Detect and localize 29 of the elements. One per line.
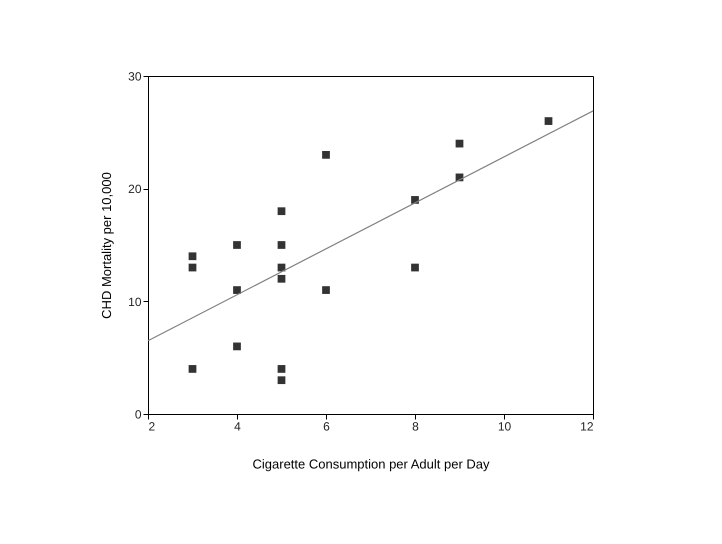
y-tick-label: 20	[128, 182, 142, 196]
point	[278, 241, 286, 249]
point	[188, 365, 196, 373]
point	[456, 140, 464, 148]
point	[278, 365, 286, 373]
x-tick-label: 6	[323, 420, 330, 434]
x-axis-title: Cigarette Consumption per Adult per Day	[252, 456, 490, 472]
y-tick-label: 10	[128, 294, 142, 309]
point	[233, 241, 241, 249]
x-tick-label: 10	[498, 420, 512, 434]
point	[233, 342, 241, 350]
point	[544, 117, 552, 125]
point	[322, 286, 330, 294]
point	[411, 264, 419, 272]
x-tick-label: 8	[412, 420, 420, 434]
point	[322, 150, 330, 159]
point	[278, 264, 286, 272]
x-tick-label: 12	[580, 420, 594, 434]
point	[233, 286, 241, 294]
x-tick-label: 4	[234, 420, 242, 434]
point	[188, 252, 196, 260]
y-tick-label: 30	[128, 70, 142, 84]
point	[278, 274, 286, 283]
point	[278, 376, 286, 384]
point	[188, 264, 196, 272]
y-tick-label: 0	[134, 408, 142, 422]
y-axis-title: CHD Mortality per 10,000	[99, 172, 114, 319]
x-tick-label: 2	[148, 420, 156, 434]
point	[278, 207, 286, 216]
